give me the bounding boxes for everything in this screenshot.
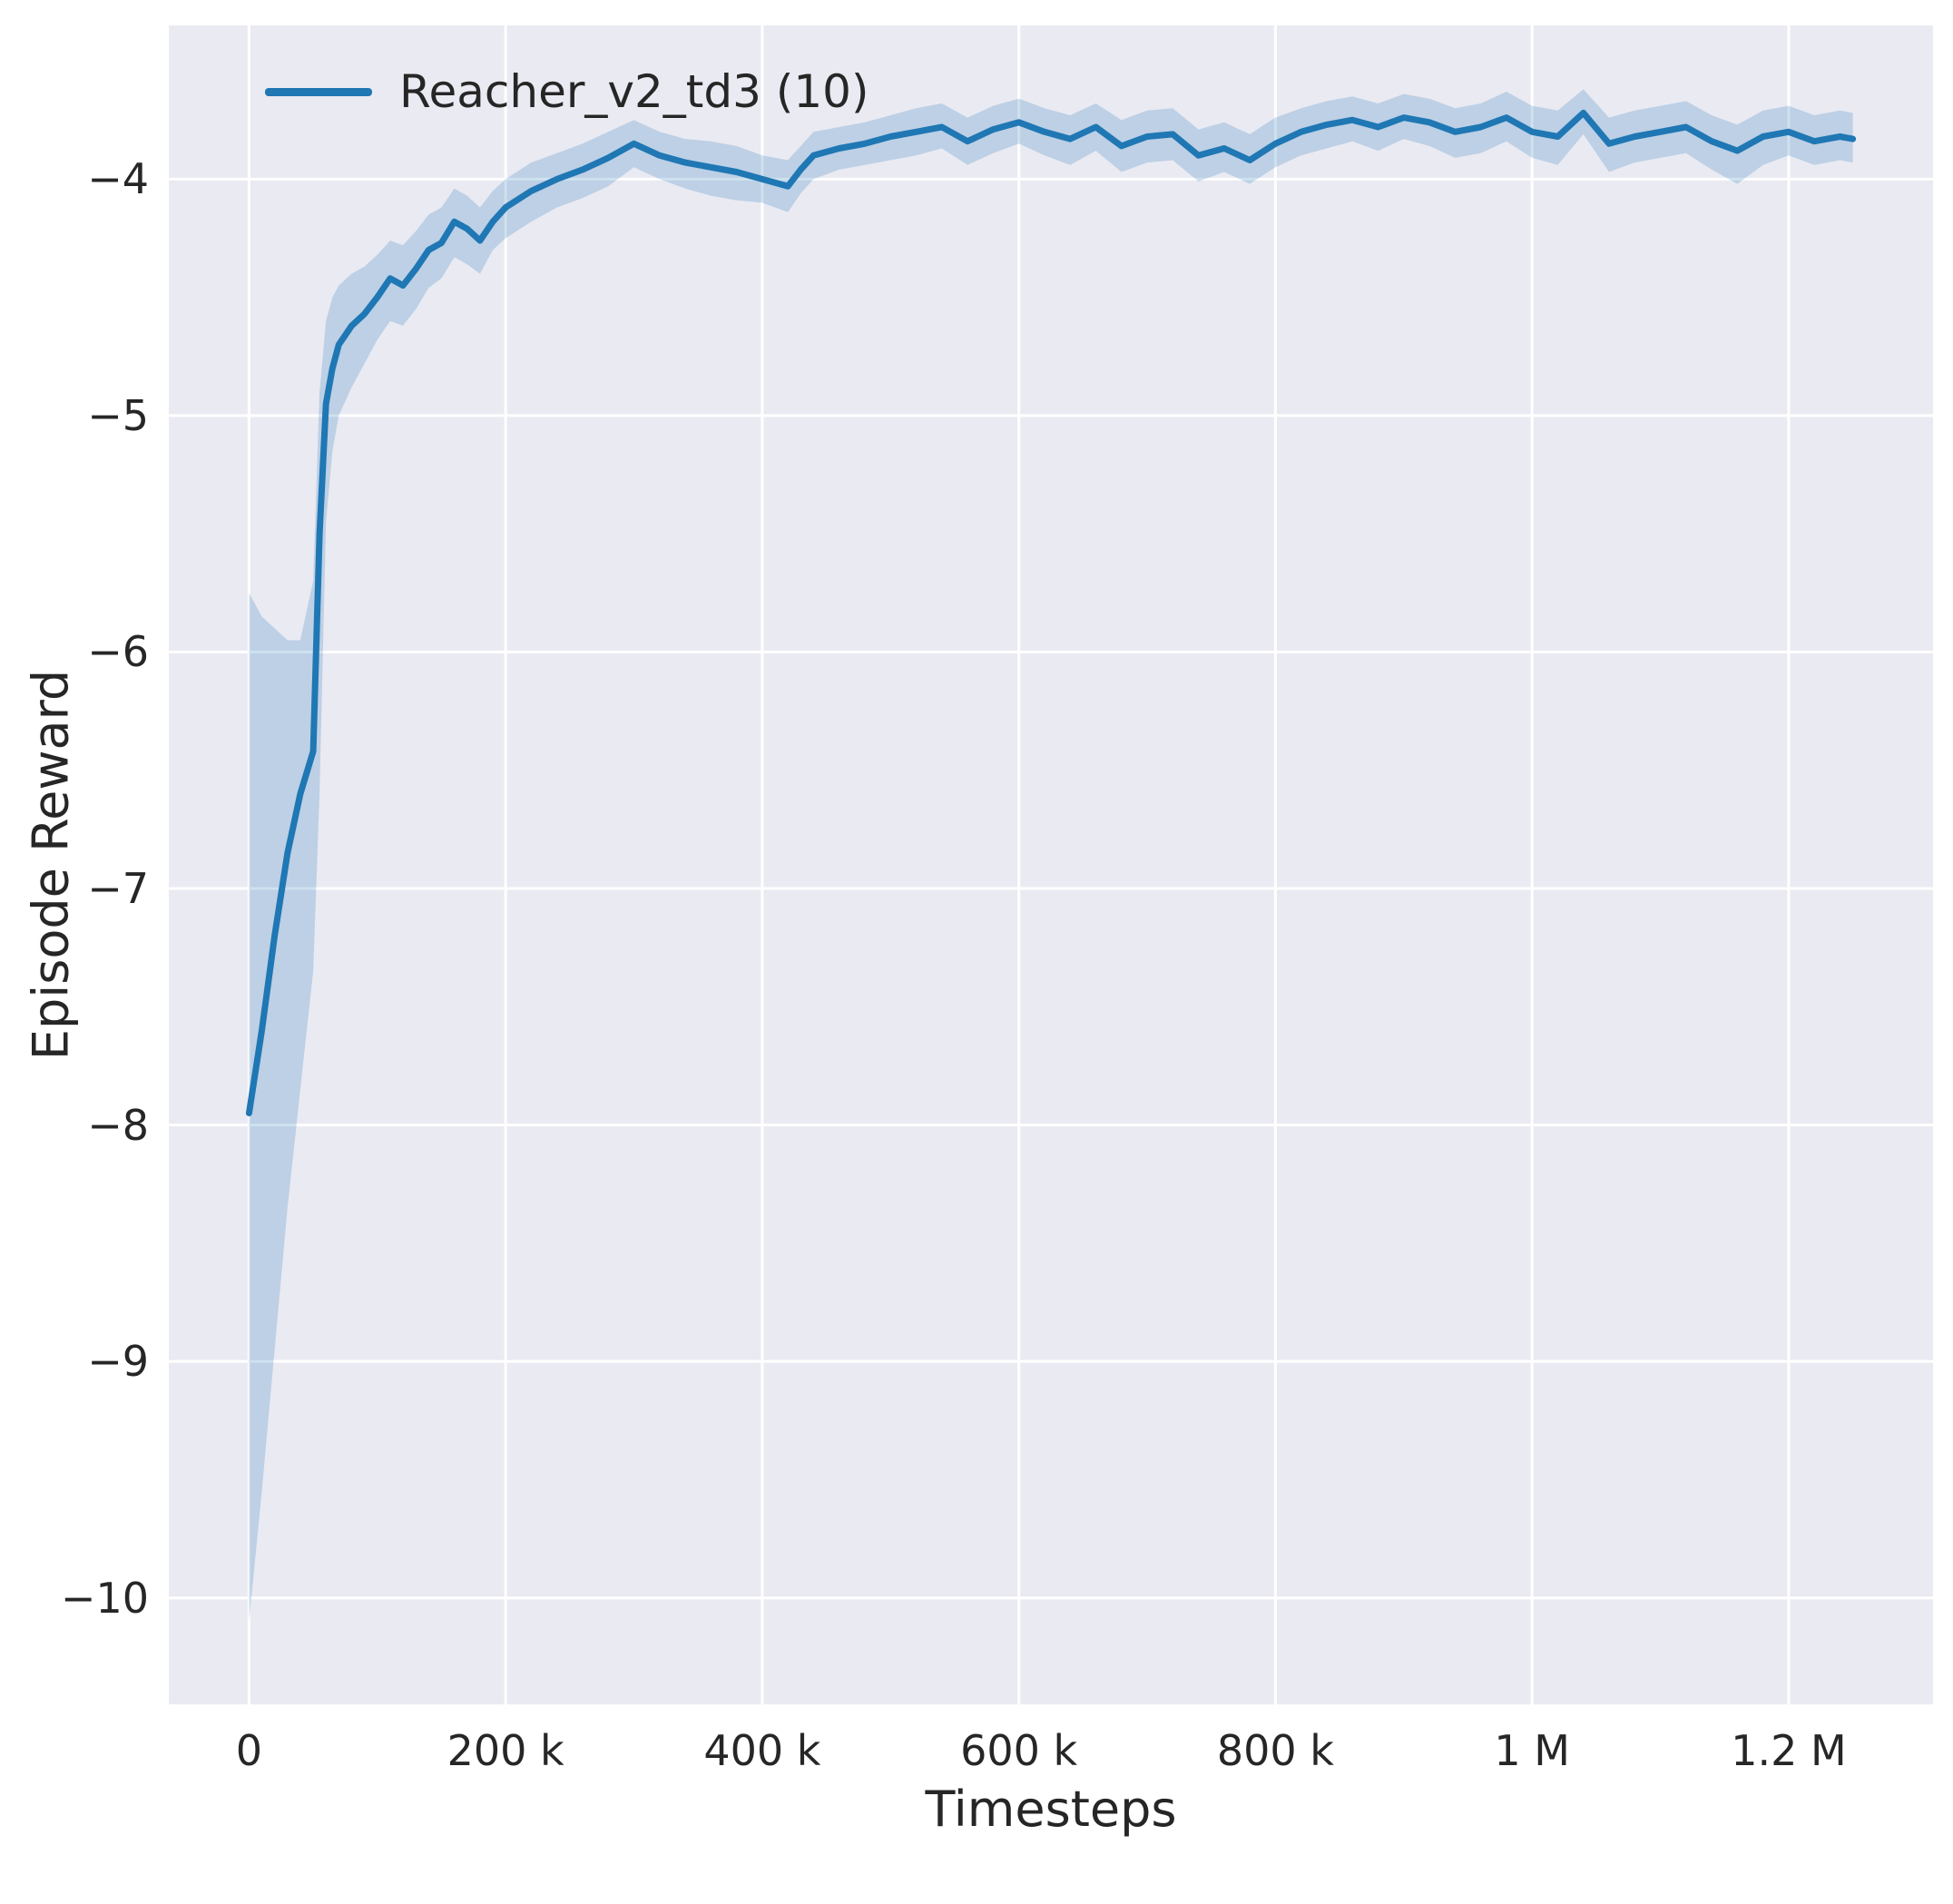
legend-label: Reacher_v2_td3 (10) [399, 65, 869, 118]
x-tick-label: 200 k [447, 1726, 564, 1775]
x-tick-label: 600 k [960, 1726, 1078, 1775]
y-tick-label: −5 [87, 390, 149, 440]
x-tick-label: 800 k [1216, 1726, 1334, 1775]
x-tick-label: 400 k [703, 1726, 821, 1775]
x-axis-label: Timesteps [925, 1781, 1177, 1838]
x-tick-label: 1 M [1494, 1726, 1570, 1775]
legend-line-swatch [265, 87, 372, 96]
y-tick-label: −10 [60, 1573, 149, 1623]
confidence-band [249, 89, 1853, 1622]
y-tick-label: −6 [87, 627, 149, 677]
y-tick-label: −9 [87, 1337, 149, 1387]
plot-area [169, 25, 1933, 1704]
x-tick-label: 1.2 M [1731, 1726, 1847, 1775]
y-tick-label: −8 [87, 1100, 149, 1150]
y-axis-label: Episode Reward [22, 669, 80, 1061]
y-tick-label: −4 [87, 154, 149, 204]
series-line [245, 109, 1857, 1117]
y-tick-label: −7 [87, 864, 149, 914]
legend: Reacher_v2_td3 (10) [265, 65, 869, 118]
x-tick-label: 0 [235, 1726, 262, 1775]
